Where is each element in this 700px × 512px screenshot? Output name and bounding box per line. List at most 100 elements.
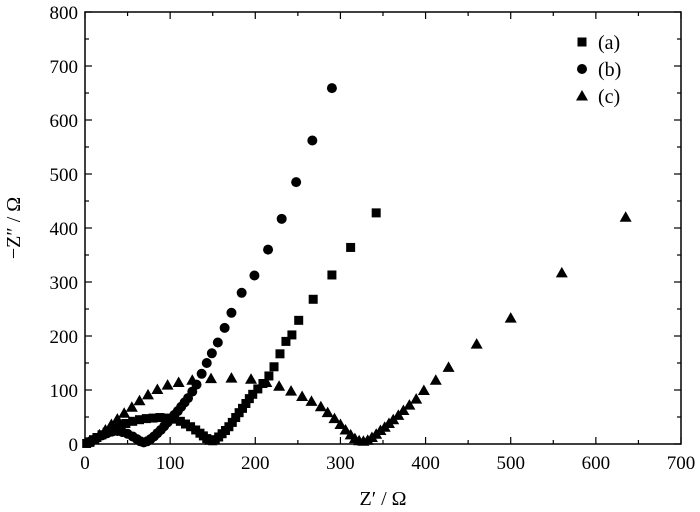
data-point-triangle bbox=[186, 374, 199, 385]
data-point-triangle bbox=[93, 428, 106, 440]
data-point-square bbox=[175, 416, 185, 426]
data-point-triangle bbox=[99, 423, 112, 435]
y-tick-label: 0 bbox=[69, 435, 79, 456]
data-point-triangle bbox=[410, 393, 423, 404]
data-points bbox=[82, 83, 632, 448]
data-point-square bbox=[327, 270, 337, 280]
data-point-triangle bbox=[403, 399, 416, 410]
data-point-triangle bbox=[296, 390, 309, 401]
data-point-square bbox=[287, 330, 297, 340]
axis-ticks bbox=[84, 11, 682, 445]
y-axis-title: −Z″ / Ω bbox=[3, 197, 25, 259]
legend-marker-circle bbox=[577, 64, 587, 74]
x-tick-label: 700 bbox=[667, 453, 696, 474]
data-point-square bbox=[231, 413, 241, 423]
legend-label: (a) bbox=[598, 32, 620, 54]
data-point-triangle bbox=[205, 372, 218, 384]
data-point-circle bbox=[196, 368, 207, 379]
data-point-triangle bbox=[321, 406, 334, 418]
data-point-triangle bbox=[225, 372, 238, 383]
data-point-square bbox=[253, 384, 263, 394]
data-point-circle bbox=[226, 307, 237, 318]
data-point-square bbox=[141, 414, 151, 424]
data-point-square bbox=[248, 389, 258, 399]
y-tick-label: 400 bbox=[50, 219, 79, 240]
legend-label: (b) bbox=[598, 59, 621, 81]
data-point-triangle bbox=[314, 400, 327, 412]
data-point-square bbox=[264, 371, 274, 381]
data-point-triangle bbox=[417, 384, 430, 396]
data-point-square bbox=[346, 242, 356, 252]
legend-marker-square bbox=[577, 37, 587, 47]
y-tick-label: 600 bbox=[50, 111, 79, 132]
data-point-triangle bbox=[339, 423, 352, 435]
data-point-triangle bbox=[151, 383, 164, 394]
data-point-square bbox=[371, 208, 381, 218]
data-point-square bbox=[180, 419, 190, 429]
tick-labels: 0 100 200 300 400 500 600 700 0 100 200 300 400 500 60… bbox=[50, 3, 696, 474]
data-point-square bbox=[121, 418, 131, 428]
data-point-circle bbox=[236, 287, 247, 298]
data-point-square bbox=[269, 362, 279, 372]
series-2 bbox=[82, 211, 632, 447]
data-point-triangle bbox=[82, 436, 95, 447]
data-point-circle bbox=[263, 244, 274, 255]
data-point-circle bbox=[219, 322, 230, 333]
x-tick-label: 0 bbox=[80, 453, 90, 474]
legend: (a) (b) (c) bbox=[576, 32, 621, 108]
data-point-triangle bbox=[429, 374, 442, 385]
data-point-triangle bbox=[328, 412, 341, 424]
x-tick-label: 100 bbox=[156, 453, 185, 474]
y-tick-label: 200 bbox=[50, 327, 79, 348]
data-point-square bbox=[238, 403, 248, 413]
legend-marker-triangle bbox=[576, 90, 588, 101]
data-point-triangle bbox=[285, 385, 298, 396]
data-point-triangle bbox=[555, 266, 568, 278]
series-0 bbox=[82, 208, 381, 448]
data-point-triangle bbox=[470, 338, 483, 349]
data-point-triangle bbox=[334, 418, 347, 430]
data-point-triangle bbox=[442, 361, 455, 372]
data-point-triangle bbox=[245, 373, 258, 384]
data-point-circle bbox=[326, 83, 337, 94]
data-point-triangle bbox=[111, 413, 124, 424]
data-point-circle bbox=[276, 213, 287, 224]
data-point-square bbox=[308, 294, 318, 304]
data-point-triangle bbox=[619, 211, 632, 222]
data-point-triangle bbox=[172, 376, 185, 387]
x-tick-label: 400 bbox=[411, 453, 440, 474]
data-point-circle bbox=[201, 358, 212, 368]
plot-frame bbox=[84, 11, 682, 445]
data-point-triangle bbox=[87, 433, 100, 444]
data-point-triangle bbox=[397, 404, 410, 416]
y-tick-label: 800 bbox=[50, 3, 79, 24]
data-point-square bbox=[114, 421, 124, 431]
data-point-square bbox=[227, 417, 237, 427]
data-point-triangle bbox=[260, 376, 273, 387]
data-point-square bbox=[241, 399, 251, 408]
data-point-triangle bbox=[305, 395, 318, 406]
data-point-square bbox=[275, 349, 285, 359]
x-tick-label: 600 bbox=[582, 453, 611, 474]
data-point-circle bbox=[206, 348, 217, 359]
x-tick-label: 500 bbox=[496, 453, 525, 474]
data-point-triangle bbox=[142, 388, 155, 400]
x-axis-title: Z′ / Ω bbox=[359, 488, 406, 510]
data-point-square bbox=[134, 415, 144, 425]
data-point-triangle bbox=[118, 407, 131, 418]
data-point-triangle bbox=[161, 379, 174, 390]
legend-label: (c) bbox=[598, 86, 620, 108]
y-tick-label: 700 bbox=[50, 57, 79, 78]
x-tick-label: 300 bbox=[326, 453, 355, 474]
series-1 bbox=[82, 83, 337, 448]
data-point-square bbox=[155, 413, 165, 423]
data-point-triangle bbox=[133, 394, 146, 406]
data-point-square bbox=[186, 422, 196, 432]
data-point-triangle bbox=[105, 418, 118, 430]
data-point-square bbox=[148, 413, 158, 423]
data-point-square bbox=[128, 416, 138, 426]
data-point-circle bbox=[307, 135, 318, 146]
data-point-triangle bbox=[273, 380, 286, 391]
data-point-triangle bbox=[504, 312, 517, 323]
